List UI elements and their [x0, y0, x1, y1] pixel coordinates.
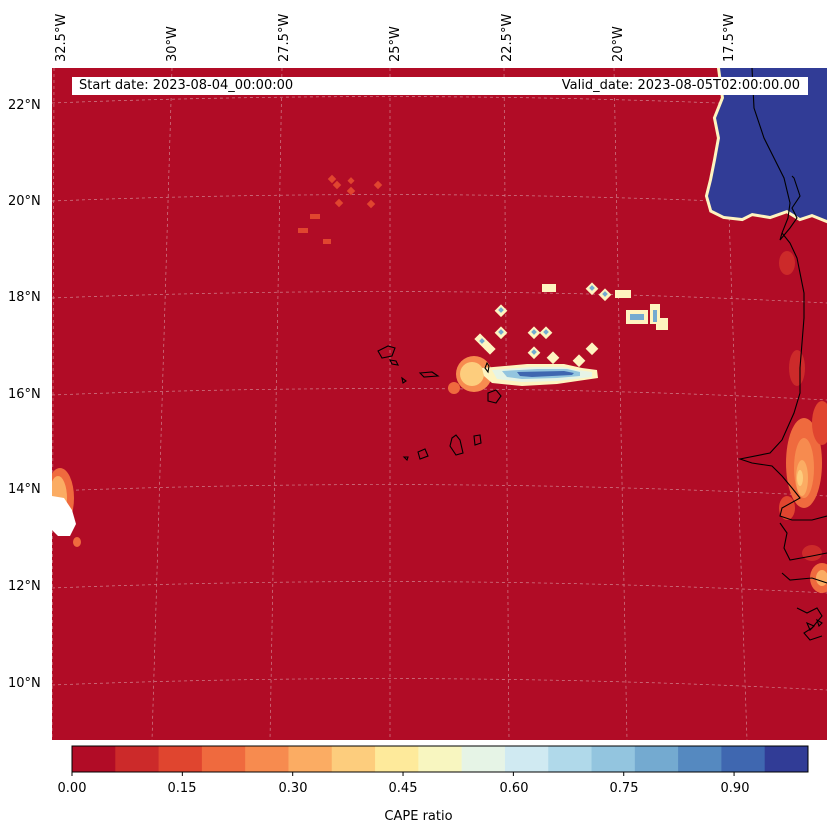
- colorbar-swatch-13: [634, 746, 679, 772]
- colorbar-swatch-0: [72, 746, 116, 772]
- west-edge-patch: [52, 468, 81, 547]
- lat-label-12n: 12°N: [8, 579, 41, 594]
- lat-label-18n: 18°N: [8, 290, 41, 305]
- lon-label-17-5w: 17.5°W: [722, 13, 737, 62]
- colorbar-swatch-1: [115, 746, 160, 772]
- lat-label-22n: 22°N: [8, 98, 41, 113]
- island-outlines: [377, 345, 502, 462]
- colorbar-tick-0-30: 0.30: [278, 781, 308, 796]
- colorbar: [71, 745, 809, 776]
- colorbar-tick-0-45: 0.45: [388, 781, 418, 796]
- colorbar-tick-0-15: 0.15: [167, 781, 197, 796]
- lon-label-30w: 30°W: [165, 26, 180, 62]
- colorbar-tick-0-60: 0.60: [499, 781, 529, 796]
- colorbar-swatch-10: [504, 746, 549, 772]
- colorbar-swatch-7: [375, 746, 419, 772]
- colorbar-swatch-9: [461, 746, 506, 772]
- lon-label-25w: 25°W: [388, 26, 403, 62]
- colorbar-swatch-5: [288, 746, 333, 772]
- valid-date-label: Valid_date: 2023-08-05T02:00:00.00: [561, 78, 800, 93]
- coastal-warm-patches: [779, 251, 827, 593]
- african-coastline: [737, 68, 827, 641]
- colorbar-swatch-8: [418, 746, 463, 772]
- lon-label-22-5w: 22.5°W: [500, 13, 515, 62]
- colorbar-swatch-2: [158, 746, 203, 772]
- colorbar-title: CAPE ratio: [384, 809, 453, 824]
- lat-label-10n: 10°N: [8, 676, 41, 691]
- lon-label-32-5w: 32.5°W: [54, 13, 69, 62]
- colorbar-tick-0-90: 0.90: [720, 781, 750, 796]
- northwest-specks: [298, 174, 383, 244]
- colorbar-swatch-12: [591, 746, 636, 772]
- colorbar-swatch-11: [548, 746, 593, 772]
- colorbar-swatch-16: [764, 746, 809, 772]
- colorbar-swatch-4: [245, 746, 289, 772]
- colorbar-tick-0-00: 0.00: [57, 781, 87, 796]
- lon-label-20w: 20°W: [611, 26, 626, 62]
- date-info-bar: Start date: 2023-08-04_00:00:00 Valid_da…: [72, 77, 808, 95]
- cape-ratio-map: [52, 68, 827, 740]
- colorbar-swatch-6: [331, 746, 376, 772]
- map-background: [52, 68, 827, 740]
- lat-label-16n: 16°N: [8, 387, 41, 402]
- colorbar-swatch-15: [721, 746, 766, 772]
- lat-label-14n: 14°N: [8, 482, 41, 497]
- graticule: [52, 68, 827, 740]
- colorbar-swatch-14: [678, 746, 722, 772]
- colorbar-tick-0-75: 0.75: [609, 781, 639, 796]
- colorbar-swatch-3: [201, 746, 246, 772]
- lon-label-27-5w: 27.5°W: [277, 13, 292, 62]
- lat-label-20n: 20°N: [8, 194, 41, 209]
- start-date-label: Start date: 2023-08-04_00:00:00: [79, 78, 294, 93]
- colorbar-frame: [71, 745, 809, 773]
- cape-verde-feature: [448, 282, 668, 394]
